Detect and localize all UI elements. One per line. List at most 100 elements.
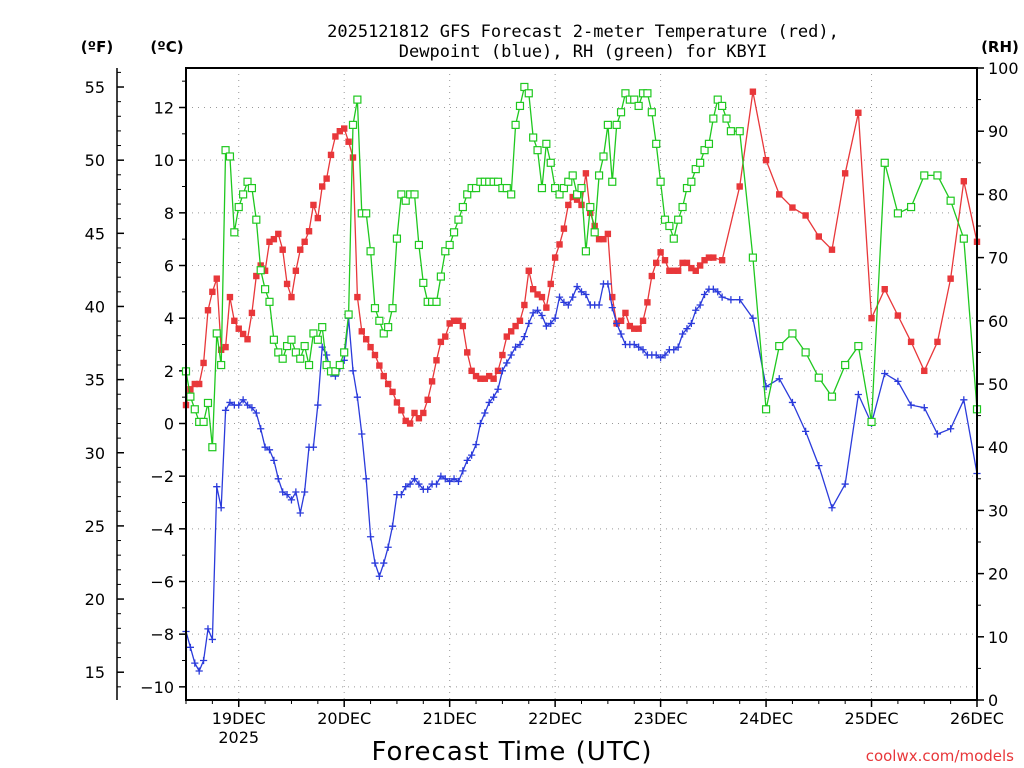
data-point-marker bbox=[621, 89, 630, 98]
data-point-marker bbox=[287, 496, 296, 504]
data-point-marker bbox=[520, 333, 528, 341]
data-point-marker bbox=[415, 415, 423, 422]
data-point-marker bbox=[622, 309, 629, 317]
series-temperature bbox=[182, 88, 981, 427]
data-point-marker bbox=[736, 183, 743, 190]
data-point-marker bbox=[534, 291, 541, 298]
data-point-marker bbox=[199, 656, 208, 665]
data-point-marker bbox=[494, 385, 502, 393]
celsius-tick-label: −8 bbox=[150, 625, 174, 644]
data-point-marker bbox=[411, 409, 418, 417]
data-point-marker bbox=[718, 101, 727, 111]
data-point-marker bbox=[402, 417, 409, 425]
data-point-marker bbox=[392, 234, 402, 243]
data-point-marker bbox=[933, 171, 942, 180]
celsius-tick-label: 8 bbox=[164, 204, 174, 223]
data-point-marker bbox=[827, 392, 837, 401]
data-point-marker bbox=[226, 293, 234, 301]
rh-tick-label: 0 bbox=[988, 691, 998, 710]
data-point-marker bbox=[225, 152, 235, 161]
data-point-marker bbox=[309, 329, 318, 338]
data-point-marker bbox=[471, 183, 481, 193]
data-point-marker bbox=[410, 190, 419, 199]
data-point-marker bbox=[907, 338, 915, 346]
series-dewpoint bbox=[182, 280, 981, 675]
data-point-marker bbox=[586, 202, 595, 212]
data-point-marker bbox=[726, 127, 736, 136]
data-point-marker bbox=[186, 643, 194, 651]
data-point-marker bbox=[555, 190, 564, 199]
data-point-marker bbox=[455, 317, 462, 324]
data-point-marker bbox=[252, 215, 261, 224]
rh-tick-label: 100 bbox=[988, 59, 1019, 78]
data-point-marker bbox=[507, 351, 515, 359]
data-point-marker bbox=[648, 272, 656, 280]
data-point-marker bbox=[499, 351, 506, 359]
data-point-marker bbox=[433, 357, 440, 364]
data-point-marker bbox=[287, 335, 296, 344]
data-point-marker bbox=[700, 290, 709, 299]
data-point-marker bbox=[608, 177, 617, 186]
data-point-marker bbox=[529, 286, 537, 293]
data-point-marker bbox=[635, 325, 642, 332]
data-point-marker bbox=[590, 228, 599, 237]
data-point-marker bbox=[323, 175, 330, 182]
data-point-marker bbox=[486, 372, 493, 380]
celsius-tick-label: −10 bbox=[140, 678, 174, 697]
data-point-marker bbox=[349, 154, 357, 161]
data-point-marker bbox=[555, 293, 564, 301]
data-point-marker bbox=[894, 377, 902, 385]
data-point-marker bbox=[674, 215, 683, 224]
data-point-marker bbox=[639, 346, 647, 354]
celsius-tick-label: 10 bbox=[154, 151, 174, 170]
rh-tick-label: 90 bbox=[988, 122, 1008, 141]
data-point-marker bbox=[332, 133, 339, 140]
data-point-marker bbox=[713, 95, 722, 104]
data-point-marker bbox=[402, 483, 410, 491]
data-point-marker bbox=[762, 156, 770, 164]
data-point-marker bbox=[687, 177, 696, 186]
data-point-marker bbox=[358, 430, 366, 438]
data-point-marker bbox=[493, 177, 503, 186]
data-point-marker bbox=[718, 293, 726, 301]
data-point-marker bbox=[472, 372, 480, 380]
data-point-marker bbox=[960, 178, 968, 185]
data-point-marker bbox=[543, 304, 550, 311]
data-point-marker bbox=[639, 317, 647, 324]
data-point-marker bbox=[340, 348, 349, 357]
data-point-marker bbox=[300, 341, 309, 351]
data-point-marker bbox=[644, 299, 651, 306]
data-point-marker bbox=[213, 275, 220, 282]
data-point-marker bbox=[881, 286, 888, 293]
data-point-marker bbox=[468, 451, 476, 459]
data-point-marker bbox=[490, 393, 498, 401]
data-point-marker bbox=[481, 375, 489, 382]
data-point-marker bbox=[704, 139, 714, 148]
data-point-marker bbox=[231, 317, 238, 324]
data-point-marker bbox=[257, 425, 265, 433]
data-point-marker bbox=[331, 367, 340, 376]
data-point-marker bbox=[722, 114, 731, 123]
data-point-marker bbox=[265, 446, 274, 454]
data-point-marker bbox=[634, 101, 643, 111]
data-point-marker bbox=[515, 101, 525, 111]
data-point-marker bbox=[358, 328, 365, 335]
data-point-marker bbox=[230, 228, 239, 237]
data-point-marker bbox=[691, 165, 700, 174]
data-point-marker bbox=[384, 543, 392, 551]
x-tick-label: 25DEC bbox=[845, 709, 899, 728]
data-point-marker bbox=[313, 335, 322, 344]
data-point-marker bbox=[217, 504, 225, 512]
data-point-marker bbox=[551, 183, 560, 193]
data-point-marker bbox=[449, 228, 459, 237]
data-point-marker bbox=[288, 293, 295, 301]
data-point-marker bbox=[748, 253, 757, 262]
celsius-tick-label: 6 bbox=[164, 257, 174, 276]
data-point-marker bbox=[660, 215, 670, 224]
data-point-marker bbox=[304, 360, 314, 370]
data-point-marker bbox=[432, 297, 441, 306]
data-point-marker bbox=[512, 322, 519, 330]
data-point-marker bbox=[665, 221, 674, 231]
data-point-marker bbox=[630, 340, 638, 349]
